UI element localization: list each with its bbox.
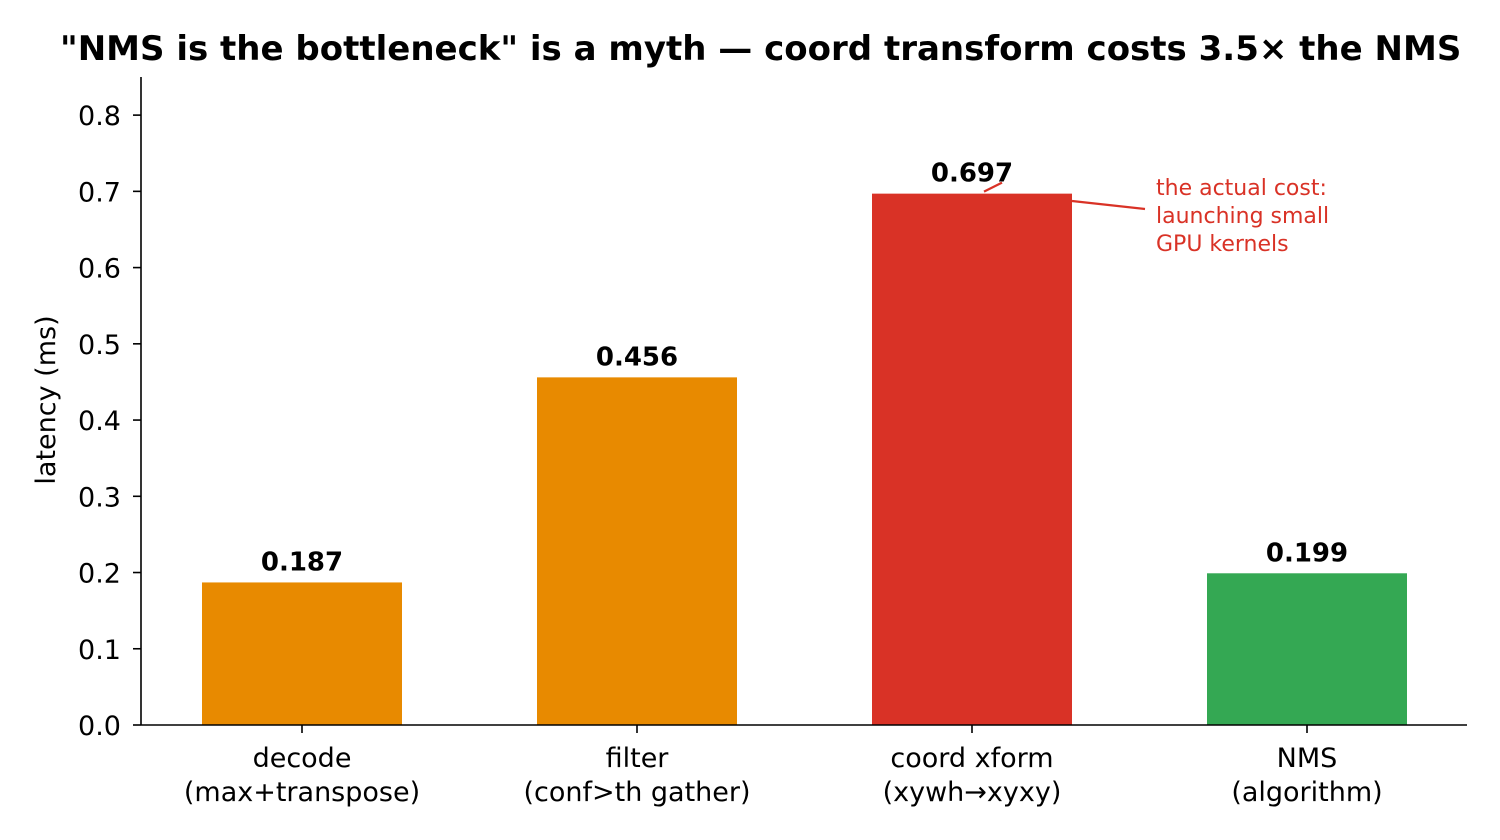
x-tick-label: coord xform bbox=[890, 743, 1053, 774]
y-tick-label: 0.3 bbox=[78, 482, 121, 513]
bar-0 bbox=[202, 582, 402, 725]
x-tick-label: NMS bbox=[1277, 743, 1338, 774]
y-tick-label: 0.5 bbox=[78, 330, 121, 361]
y-tick-label: 0.0 bbox=[78, 711, 121, 742]
x-tick-label: filter bbox=[606, 743, 670, 774]
data-label: 0.187 bbox=[261, 547, 343, 577]
x-tick-label: (conf>th gather) bbox=[523, 777, 750, 808]
x-tick-label: decode bbox=[253, 743, 352, 774]
x-tick-label: (max+transpose) bbox=[184, 777, 420, 808]
y-tick-label: 0.1 bbox=[78, 635, 121, 666]
bar-2 bbox=[872, 193, 1072, 725]
data-label: 0.199 bbox=[1266, 538, 1348, 568]
x-tick-label: (xywh→xyxy) bbox=[883, 777, 1062, 808]
data-label: 0.456 bbox=[596, 342, 678, 372]
y-tick-label: 0.4 bbox=[78, 406, 121, 437]
annotation-text: launching small bbox=[1156, 204, 1329, 229]
y-tick-label: 0.8 bbox=[78, 101, 121, 132]
plot-area: 0.0 0.1 0.2 0.3 0.4 0.5 0.6 0.7 0.8 decode(max+tr… bbox=[78, 77, 1467, 808]
annotation-text: GPU kernels bbox=[1156, 232, 1289, 257]
annotation-text: the actual cost: bbox=[1156, 176, 1327, 201]
x-tick-label: (algorithm) bbox=[1231, 777, 1382, 808]
y-axis-label: latency (ms) bbox=[31, 315, 62, 484]
chart-title: "NMS is the bottleneck" is a myth — coor… bbox=[60, 29, 1461, 69]
y-tick-label: 0.7 bbox=[78, 177, 121, 208]
y-tick-label: 0.6 bbox=[78, 254, 121, 285]
bar-1 bbox=[537, 377, 737, 725]
annotation-arrow bbox=[1071, 199, 1146, 211]
y-tick-label: 0.2 bbox=[78, 559, 121, 590]
bar-3 bbox=[1207, 573, 1407, 725]
annotation-arrow-head bbox=[983, 181, 1003, 193]
